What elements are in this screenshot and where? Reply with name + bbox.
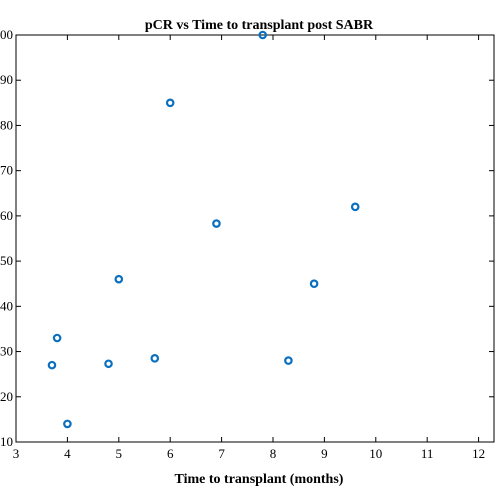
x-axis-label: Time to transplant (months) bbox=[175, 472, 344, 487]
data-point bbox=[52, 333, 62, 343]
data-points bbox=[47, 30, 360, 429]
x-tick-label: 3 bbox=[13, 446, 20, 461]
x-tick-label: 4 bbox=[64, 446, 71, 461]
x-tick-label: 5 bbox=[116, 446, 123, 461]
data-point bbox=[47, 360, 57, 370]
y-tick-label: 80 bbox=[0, 117, 13, 132]
data-point bbox=[63, 419, 72, 429]
y-tick-label: 60 bbox=[0, 208, 13, 223]
y-tick-label: 40 bbox=[0, 298, 13, 313]
x-tick-label: 10 bbox=[369, 446, 382, 461]
data-point bbox=[284, 356, 293, 365]
axes-box bbox=[15, 34, 495, 443]
x-tick-label: 7 bbox=[218, 446, 225, 461]
data-point bbox=[104, 359, 113, 369]
data-point bbox=[350, 202, 360, 212]
x-tick-label: 12 bbox=[472, 446, 485, 461]
y-axis-ticks: 10 20 30 40 50 60 70 80 90 100 bbox=[0, 27, 494, 449]
chart-title: pCR vs Time to transplant post SABR bbox=[145, 18, 374, 33]
data-point bbox=[150, 354, 160, 363]
y-tick-label: 30 bbox=[0, 344, 13, 359]
x-tick-label: 11 bbox=[421, 446, 434, 461]
plot-area-border bbox=[15, 34, 495, 443]
y-tick-label: 90 bbox=[0, 72, 13, 87]
y-tick-label: 50 bbox=[0, 253, 13, 268]
data-point bbox=[114, 274, 124, 284]
data-point bbox=[165, 98, 175, 108]
x-tick-label: 9 bbox=[321, 446, 328, 461]
data-point bbox=[258, 30, 268, 40]
x-axis-ticks: 3 4 5 6 7 8 9 10 11 12 bbox=[13, 35, 485, 461]
data-point bbox=[212, 219, 221, 228]
x-tick-label: 6 bbox=[167, 446, 174, 461]
y-tick-label: 20 bbox=[0, 389, 13, 404]
y-tick-label: 70 bbox=[0, 163, 13, 178]
data-point bbox=[309, 279, 319, 289]
y-tick-label: 10 bbox=[0, 434, 13, 449]
y-tick-label: 100 bbox=[0, 27, 13, 42]
x-tick-label: 8 bbox=[270, 446, 277, 461]
